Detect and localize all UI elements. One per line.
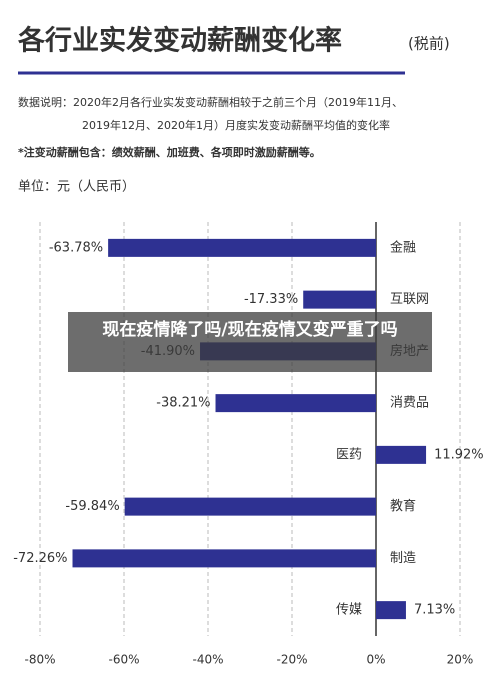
category-label: 教育 <box>390 498 416 514</box>
x-tick-label: -20% <box>276 653 307 667</box>
value-label: 11.92% <box>434 447 484 462</box>
category-label: 制造 <box>390 551 416 566</box>
bar <box>124 497 376 516</box>
note: 2019年12月、2020年1月）月度实发变动薪酬平均值的变化率 <box>82 118 390 132</box>
value-label: 7.13% <box>414 603 455 618</box>
category-label: 互联网 <box>390 292 429 307</box>
chart-subtitle: (税前) <box>408 35 450 53</box>
value-label: -17.33% <box>244 292 298 307</box>
x-tick-label: -60% <box>108 653 139 667</box>
bar <box>376 601 406 620</box>
x-tick-label: 0% <box>366 653 385 667</box>
bar <box>303 290 376 309</box>
footnote: *注变动薪酬包含：绩效薪酬、加班费、各项即时激励薪酬等。 <box>18 145 321 159</box>
bar <box>215 394 376 413</box>
category-label: 医药 <box>336 447 362 462</box>
bar <box>376 445 427 464</box>
value-label: -72.26% <box>13 551 67 566</box>
x-tick-label: 20% <box>447 653 474 667</box>
value-label: -59.84% <box>65 499 119 514</box>
category-label: 传媒 <box>336 603 362 618</box>
bar <box>72 549 377 568</box>
x-tick-label: -40% <box>192 653 223 667</box>
category-label: 消费品 <box>390 396 429 411</box>
x-tick-label: -80% <box>24 653 55 667</box>
value-label: -63.78% <box>49 240 103 255</box>
overlay-caption: 现在疫情降了吗/现在疫情又变严重了吗 <box>68 312 432 372</box>
chart-title: 各行业实发变动薪酬变化率 <box>17 25 342 57</box>
value-label: -38.21% <box>156 396 210 411</box>
unit-label: 单位：元（人民币） <box>18 180 135 195</box>
category-label: 金融 <box>390 239 416 255</box>
bar <box>108 238 377 257</box>
note: 数据说明：2020年2月各行业实发变动薪酬相较于之前三个月（2019年11月、 <box>18 95 403 109</box>
